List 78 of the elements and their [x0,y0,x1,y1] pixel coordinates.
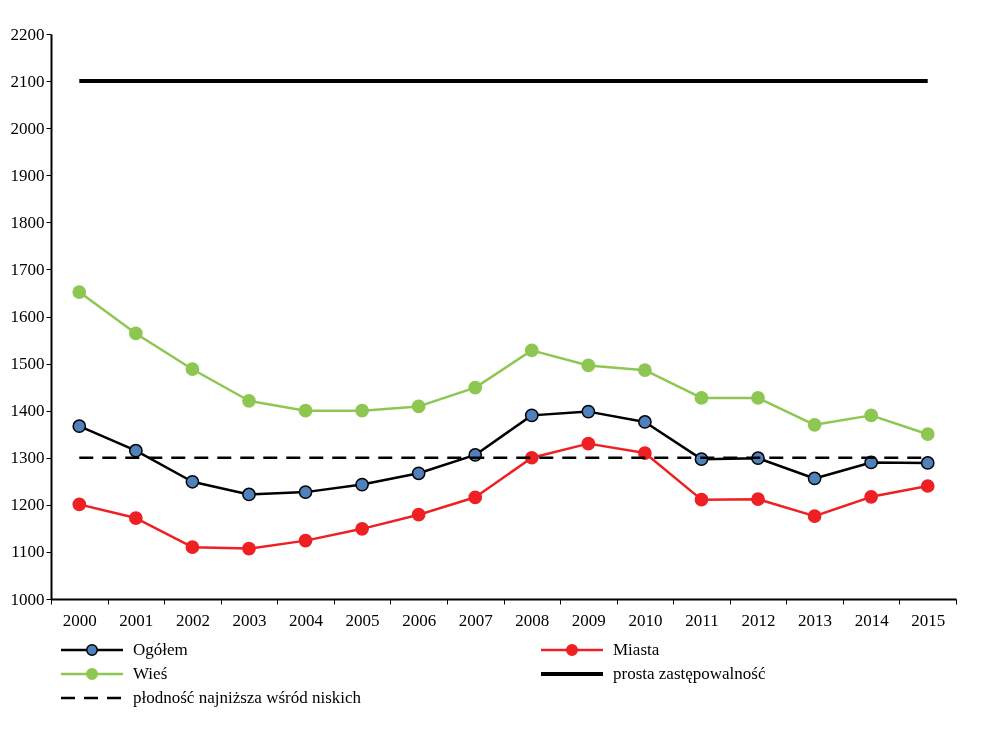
point [185,540,200,555]
point [581,358,596,373]
x-tick-label: 2006 [402,610,437,630]
x-tick-label: 2003 [232,610,267,630]
x-tick-label: 2010 [628,610,663,630]
x-tick-label: 2015 [911,610,946,630]
y-tick-label: 1900 [10,165,45,185]
point [524,343,539,358]
point [185,362,200,377]
y-tick-label: 1000 [10,589,45,609]
x-tick-label: 2001 [119,610,154,630]
x-tick-label: 2002 [175,610,210,630]
x-tick-label: 2008 [515,610,550,630]
point [355,403,369,418]
point [638,446,652,460]
point [920,456,935,470]
x-tick-label: 2000 [62,610,97,630]
y-tick-label: 1100 [11,542,45,562]
point [864,489,879,504]
x-tick-label: 2007 [458,610,494,630]
point [468,490,483,505]
point [128,511,143,525]
point [920,479,935,493]
x-tick-label: 2013 [798,610,833,630]
y-tick-label: 2000 [10,118,45,138]
point [72,497,87,512]
y-tick-label: 1200 [10,495,45,515]
point [524,450,539,465]
point [694,391,709,405]
legend-label: prosta zastępowalność [613,664,766,683]
point [524,408,539,423]
point [638,415,652,429]
y-tick-label: 1800 [10,212,45,232]
point [128,443,143,458]
x-tick-label: 2009 [571,610,606,630]
point [298,485,313,499]
y-tick-label: 1500 [10,354,45,374]
point [355,521,369,536]
y-tick-label: 1400 [10,401,45,421]
point [72,285,87,299]
point [185,474,200,489]
point [411,507,426,522]
y-tick-label: 1700 [10,259,45,279]
point [298,403,313,418]
point [807,471,822,486]
legend-label: Wieś [133,664,168,683]
point [694,492,709,507]
y-tick-label: 1300 [10,448,45,468]
point [920,427,935,442]
point [638,363,652,378]
point [242,393,256,408]
point [128,326,143,341]
y-tick-label: 2200 [10,24,45,44]
y-tick-label: 1600 [10,307,45,326]
point [411,399,426,414]
point [581,436,596,451]
point [298,533,313,548]
y-tick-label: 2100 [10,71,45,91]
x-tick-label: 2014 [854,610,890,630]
legend-label: Miasta [613,640,660,659]
x-tick-label: 2005 [345,610,380,630]
point [751,492,765,507]
legend-label: płodność najniższa wśród niskich [133,688,362,707]
point [864,408,879,423]
x-tick-label: 2004 [289,610,324,630]
point [468,380,483,395]
point [807,417,822,432]
point [411,466,426,481]
point [242,541,256,556]
point [581,404,596,419]
legend-label: Ogółem [133,640,188,659]
point [242,487,256,502]
x-tick-label: 2011 [685,610,719,630]
point [72,419,87,434]
point [807,509,822,523]
point [355,477,369,492]
point [751,391,765,405]
x-tick-label: 2012 [741,610,776,630]
